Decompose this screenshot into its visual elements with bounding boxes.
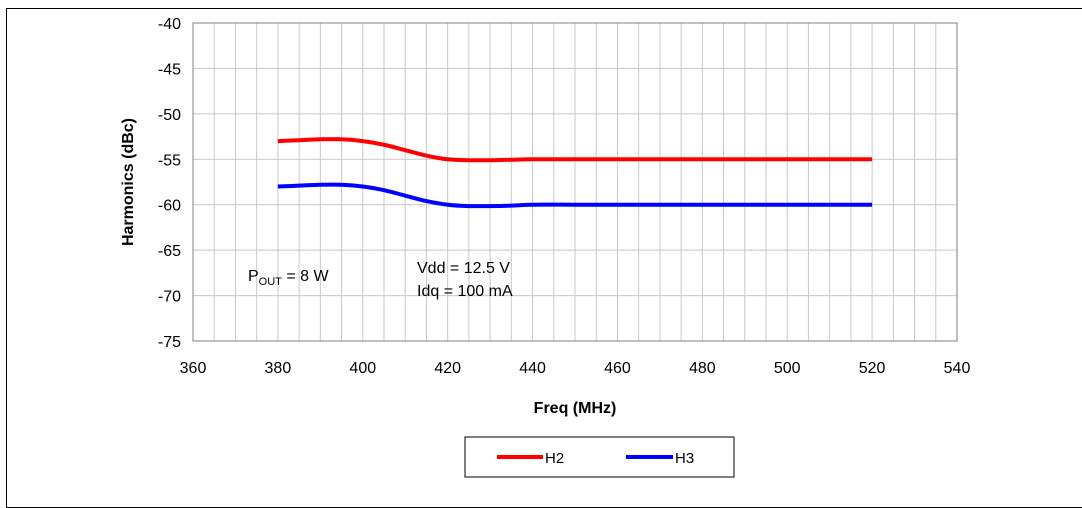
legend: H2 H3 <box>464 436 735 478</box>
pout-annotation: POUT = 8 W <box>248 268 329 288</box>
x-tick-labels: 360 380 400 420 440 460 480 500 520 540 <box>180 360 971 377</box>
x-tick-label: 460 <box>604 360 631 377</box>
x-tick-label: 540 <box>944 360 971 377</box>
y-tick-label: -65 <box>158 243 181 260</box>
series-line-h3 <box>277 182 873 209</box>
y-tick-label: -75 <box>158 334 181 351</box>
y-tick-label: -60 <box>158 198 181 215</box>
y-tick-label: -55 <box>158 152 181 169</box>
x-tick-label: 500 <box>774 360 801 377</box>
x-tick-label: 480 <box>689 360 716 377</box>
x-tick-label: 420 <box>434 360 461 377</box>
vdd-annotation: Vdd = 12.5 V <box>417 260 510 277</box>
y-tick-label: -45 <box>158 61 181 78</box>
x-tick-label: 360 <box>180 360 207 377</box>
legend-label-h3: H3 <box>675 450 694 467</box>
y-axis-title: Harmonics (dBc) <box>120 118 137 246</box>
x-axis-title: Freq (MHz) <box>534 400 617 417</box>
y-tick-label: -40 <box>158 16 181 33</box>
x-tick-label: 440 <box>519 360 546 377</box>
idq-annotation: Idq = 100 mA <box>417 283 513 300</box>
y-tick-labels: -40 -45 -50 -55 -60 -65 -70 -75 <box>158 16 181 351</box>
harmonics-chart: -40 -45 -50 -55 -60 -65 -70 -75 360 380 400 420 440… <box>120 16 971 478</box>
plot-area <box>192 22 958 342</box>
grid <box>192 22 958 342</box>
x-tick-label: 380 <box>265 360 292 377</box>
series-line-h2 <box>277 137 873 163</box>
x-tick-label: 520 <box>859 360 886 377</box>
pout-subscript: OUT <box>259 276 283 288</box>
pout-label: P <box>248 268 259 285</box>
legend-label-h2: H2 <box>545 450 564 467</box>
y-tick-label: -50 <box>158 107 181 124</box>
pout-value: = 8 W <box>282 268 330 285</box>
x-tick-label: 400 <box>349 360 376 377</box>
series-lines <box>277 137 873 209</box>
page-top-strip <box>0 0 1082 8</box>
y-tick-label: -70 <box>158 289 181 306</box>
